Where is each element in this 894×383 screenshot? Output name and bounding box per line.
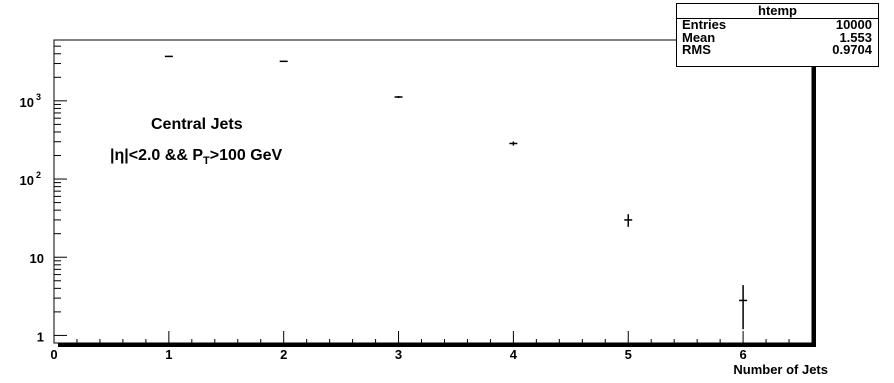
stats-value: 0.9704 <box>832 42 872 57</box>
stats-box: htemp Entries 10000 Mean 1.553 RMS 0.9704 <box>676 3 879 67</box>
stats-label: Entries <box>682 17 727 32</box>
y-tick-exponent: 3 <box>36 92 41 102</box>
x-axis-label: Number of Jets <box>733 362 828 377</box>
data-point <box>624 214 633 227</box>
stats-label: Mean <box>682 29 716 45</box>
x-tick-label: 1 <box>165 347 172 362</box>
stats-value: 1.553 <box>839 29 872 45</box>
x-tick-label: 3 <box>395 347 402 362</box>
plot-frame <box>53 39 816 347</box>
y-tick-label: 1 <box>37 329 44 344</box>
stats-row-entries: Entries 10000 <box>677 17 878 32</box>
x-tick-label: 5 <box>625 347 632 362</box>
x-tick-label: 4 <box>510 347 518 362</box>
x-axis: 0 1 2 3 4 5 6 <box>50 331 813 362</box>
stats-row-mean: Mean 1.553 <box>677 29 878 45</box>
annotation-cuts-post: >100 GeV <box>209 147 283 164</box>
data-point <box>164 55 173 58</box>
x-tick-label: 6 <box>739 347 746 362</box>
y-tick-label: 10 <box>30 251 44 266</box>
stats-title: htemp <box>677 4 878 19</box>
data-point <box>279 60 288 63</box>
y-tick-exponent: 2 <box>36 170 41 180</box>
y-tick-label: 10 <box>20 95 34 110</box>
annotation-cuts-sub: T <box>202 155 210 167</box>
frame-shadow-bottom <box>58 343 816 347</box>
data-points <box>164 55 748 330</box>
stats-value: 10000 <box>835 17 872 32</box>
frame-border <box>53 39 813 344</box>
data-point <box>739 285 748 330</box>
y-tick-label: 10 <box>20 173 34 188</box>
annotation-cuts-pre: |η|<2.0 && P <box>110 147 203 164</box>
x-tick-label: 0 <box>50 347 57 362</box>
annotation-cuts: |η|<2.0 && PT>100 GeV <box>110 147 282 167</box>
stats-label: RMS <box>682 42 711 57</box>
x-tick-label: 2 <box>280 347 287 362</box>
data-point <box>394 96 403 99</box>
stats-row-rms: RMS 0.9704 <box>677 42 878 57</box>
frame-shadow-right <box>812 44 816 347</box>
data-point <box>509 141 518 146</box>
annotation-central-jets: Central Jets <box>151 116 243 133</box>
